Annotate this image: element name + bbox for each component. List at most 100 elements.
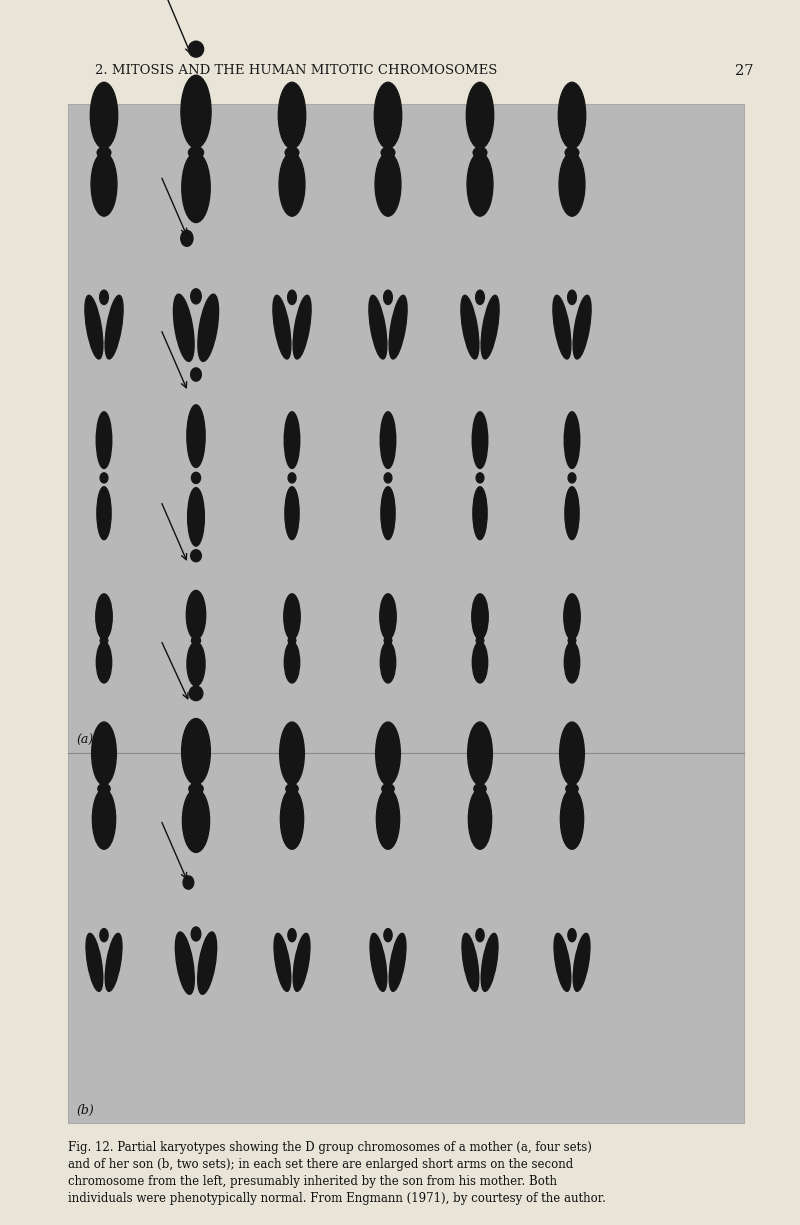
Ellipse shape: [381, 486, 395, 539]
Ellipse shape: [472, 412, 488, 468]
Ellipse shape: [191, 637, 201, 644]
Ellipse shape: [100, 290, 108, 305]
Ellipse shape: [286, 784, 298, 794]
Ellipse shape: [384, 290, 392, 305]
Ellipse shape: [288, 290, 296, 305]
Ellipse shape: [92, 722, 116, 785]
Ellipse shape: [374, 82, 402, 148]
Text: (a): (a): [76, 734, 94, 746]
Ellipse shape: [382, 784, 394, 794]
Ellipse shape: [96, 412, 112, 468]
Ellipse shape: [380, 594, 396, 639]
Ellipse shape: [288, 473, 296, 483]
Ellipse shape: [198, 294, 218, 361]
Ellipse shape: [568, 637, 576, 644]
Ellipse shape: [96, 594, 112, 639]
Ellipse shape: [91, 153, 117, 216]
Ellipse shape: [85, 295, 103, 359]
Ellipse shape: [573, 295, 591, 359]
Ellipse shape: [390, 933, 406, 991]
Ellipse shape: [187, 404, 205, 468]
Ellipse shape: [273, 295, 291, 359]
Ellipse shape: [369, 295, 387, 359]
Text: 2. MITOSIS AND THE HUMAN MITOTIC CHROMOSOMES: 2. MITOSIS AND THE HUMAN MITOTIC CHROMOS…: [95, 64, 497, 77]
Ellipse shape: [92, 789, 116, 849]
Ellipse shape: [375, 153, 401, 216]
Ellipse shape: [384, 473, 392, 483]
Ellipse shape: [473, 147, 487, 158]
Ellipse shape: [461, 295, 479, 359]
Ellipse shape: [554, 933, 570, 991]
Ellipse shape: [568, 473, 576, 483]
Ellipse shape: [191, 473, 201, 484]
Ellipse shape: [189, 784, 203, 794]
Ellipse shape: [565, 486, 579, 539]
Ellipse shape: [181, 230, 193, 246]
Ellipse shape: [100, 473, 108, 483]
Ellipse shape: [182, 153, 210, 223]
Ellipse shape: [280, 789, 304, 849]
Ellipse shape: [285, 486, 299, 539]
Ellipse shape: [380, 412, 396, 468]
Ellipse shape: [370, 933, 386, 991]
Ellipse shape: [96, 642, 112, 684]
Ellipse shape: [182, 719, 210, 785]
Ellipse shape: [468, 722, 492, 785]
Ellipse shape: [564, 412, 580, 468]
Ellipse shape: [560, 789, 584, 849]
Ellipse shape: [106, 933, 122, 991]
Ellipse shape: [476, 929, 484, 942]
Ellipse shape: [98, 784, 110, 794]
Text: (b): (b): [76, 1104, 94, 1116]
Text: 27: 27: [734, 64, 754, 77]
Ellipse shape: [174, 294, 194, 361]
Ellipse shape: [564, 594, 580, 639]
Ellipse shape: [376, 789, 400, 849]
Ellipse shape: [564, 642, 580, 684]
Ellipse shape: [190, 289, 202, 304]
Ellipse shape: [274, 933, 290, 991]
Bar: [68, 104, 744, 1122]
Ellipse shape: [190, 368, 202, 381]
Ellipse shape: [288, 637, 296, 644]
Ellipse shape: [472, 642, 488, 684]
Ellipse shape: [183, 876, 194, 889]
Ellipse shape: [476, 473, 484, 483]
Ellipse shape: [384, 637, 392, 644]
Ellipse shape: [467, 153, 493, 216]
Ellipse shape: [284, 594, 300, 639]
Ellipse shape: [86, 933, 102, 991]
Ellipse shape: [568, 290, 576, 305]
Ellipse shape: [190, 550, 202, 562]
Ellipse shape: [574, 933, 590, 991]
Ellipse shape: [288, 929, 296, 942]
Ellipse shape: [462, 933, 478, 991]
Ellipse shape: [476, 637, 484, 644]
Ellipse shape: [559, 153, 585, 216]
Ellipse shape: [97, 147, 111, 158]
Ellipse shape: [466, 82, 494, 148]
Ellipse shape: [182, 789, 210, 853]
Ellipse shape: [175, 932, 194, 995]
Ellipse shape: [566, 784, 578, 794]
Ellipse shape: [482, 933, 498, 991]
Ellipse shape: [198, 932, 217, 995]
Ellipse shape: [384, 929, 392, 942]
Ellipse shape: [280, 722, 304, 785]
Ellipse shape: [278, 82, 306, 148]
Ellipse shape: [560, 722, 584, 785]
Ellipse shape: [473, 486, 487, 539]
Ellipse shape: [189, 686, 203, 701]
Ellipse shape: [565, 147, 579, 158]
Ellipse shape: [285, 147, 299, 158]
Ellipse shape: [476, 290, 484, 305]
Ellipse shape: [105, 295, 123, 359]
Ellipse shape: [472, 594, 488, 639]
Ellipse shape: [100, 929, 108, 942]
Ellipse shape: [481, 295, 499, 359]
Ellipse shape: [97, 486, 111, 539]
Ellipse shape: [189, 42, 204, 58]
Ellipse shape: [468, 789, 492, 849]
Ellipse shape: [389, 295, 407, 359]
Ellipse shape: [568, 929, 576, 942]
